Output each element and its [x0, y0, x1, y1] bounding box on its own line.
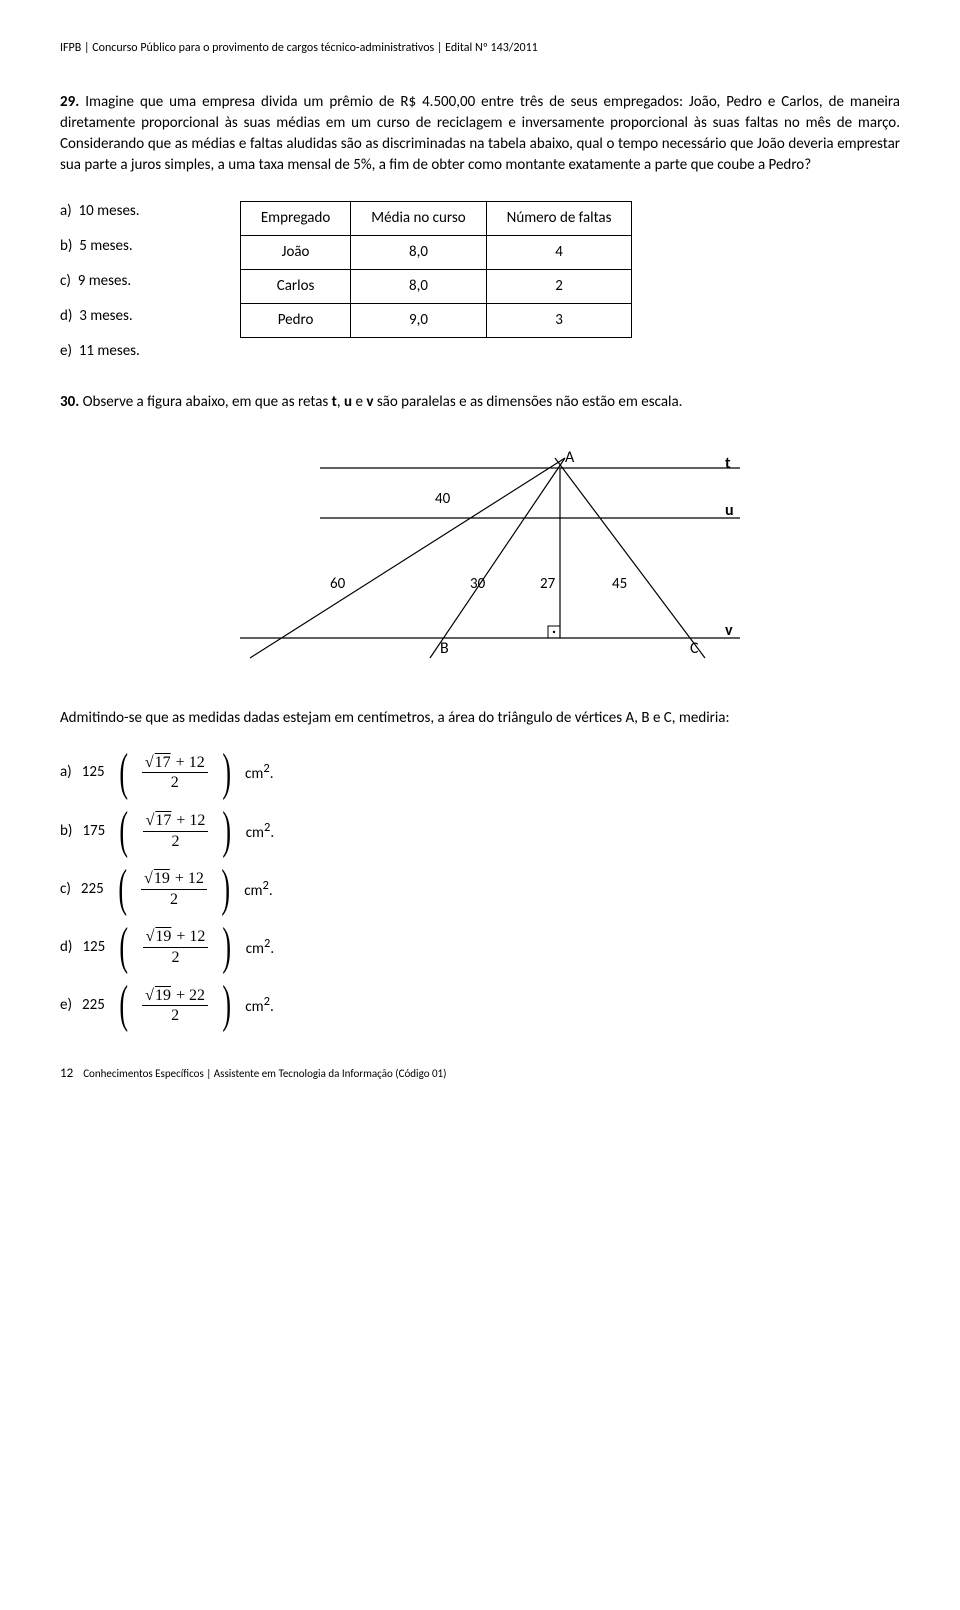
- label-60: 60: [330, 575, 346, 593]
- footer-text: Conhecimentos Específicos | Assistente e…: [83, 1066, 446, 1081]
- question-30: 30. Observe a figura abaixo, em que as r…: [60, 392, 900, 1025]
- q29-opt-c: c) 9 meses.: [60, 271, 140, 292]
- paren-left-icon: (: [119, 755, 128, 791]
- table-row: João 8,0 4: [240, 235, 632, 269]
- label-u: u: [725, 501, 734, 520]
- q29-table: Empregado Média no curso Número de falta…: [240, 201, 633, 338]
- q30-options: a) 125 ( √17 + 12 2 ) cm2. b) 175 ( √17 …: [60, 754, 900, 1025]
- page-footer: 12 Conhecimentos Específicos | Assistent…: [60, 1065, 900, 1083]
- page-header: IFPB | Concurso Público para o proviment…: [60, 40, 900, 57]
- q29-options: a) 10 meses. b) 5 meses. c) 9 meses. d) …: [60, 201, 140, 362]
- label-C: C: [690, 639, 699, 658]
- q29-text-block: 29. Imagine que uma empresa divida um pr…: [60, 92, 900, 176]
- q29-opt-e: e) 11 meses.: [60, 341, 140, 362]
- q29-opt-d: d) 3 meses.: [60, 306, 140, 327]
- label-45: 45: [612, 575, 627, 593]
- q29-opt-b: b) 5 meses.: [60, 236, 140, 257]
- q29-th-faltas: Número de faltas: [486, 201, 632, 235]
- q30-post-text: Admitindo-se que as medidas dadas esteja…: [60, 708, 900, 729]
- q30-diagram: A t u v B C 40 60 30 27 45: [60, 438, 900, 678]
- table-row: Carlos 8,0 2: [240, 269, 632, 303]
- q30-opt-d: d) 125 ( √19 + 12 2 ) cm2.: [60, 928, 900, 966]
- q29-th-media: Média no curso: [351, 201, 486, 235]
- q29-opt-a: a) 10 meses.: [60, 201, 140, 222]
- page-number: 12: [60, 1065, 73, 1083]
- q29-number: 29.: [60, 93, 79, 111]
- label-A: A: [565, 448, 575, 467]
- q30-text-a: Observe a figura abaixo, em que as retas: [83, 393, 332, 411]
- label-40: 40: [435, 490, 451, 508]
- q30-opt-a: a) 125 ( √17 + 12 2 ) cm2.: [60, 754, 900, 792]
- q30-opt-b: b) 175 ( √17 + 12 2 ) cm2.: [60, 812, 900, 850]
- q30-opt-c: c) 225 ( √19 + 12 2 ) cm2.: [60, 870, 900, 908]
- question-29: 29. Imagine que uma empresa divida um pr…: [60, 92, 900, 362]
- label-t: t: [725, 454, 731, 473]
- label-v: v: [725, 621, 733, 640]
- table-row: Pedro 9,0 3: [240, 303, 632, 337]
- label-30: 30: [470, 575, 486, 593]
- label-27: 27: [540, 575, 556, 593]
- label-B: B: [440, 639, 449, 658]
- paren-right-icon: ): [222, 755, 231, 791]
- q29-text: Imagine que uma empresa divida um prêmio…: [60, 93, 900, 174]
- q30-opt-e: e) 225 ( √19 + 22 2 ) cm2.: [60, 987, 900, 1025]
- q30-text-block: 30. Observe a figura abaixo, em que as r…: [60, 392, 900, 413]
- q29-th-empregado: Empregado: [240, 201, 350, 235]
- q30-number: 30.: [60, 393, 79, 411]
